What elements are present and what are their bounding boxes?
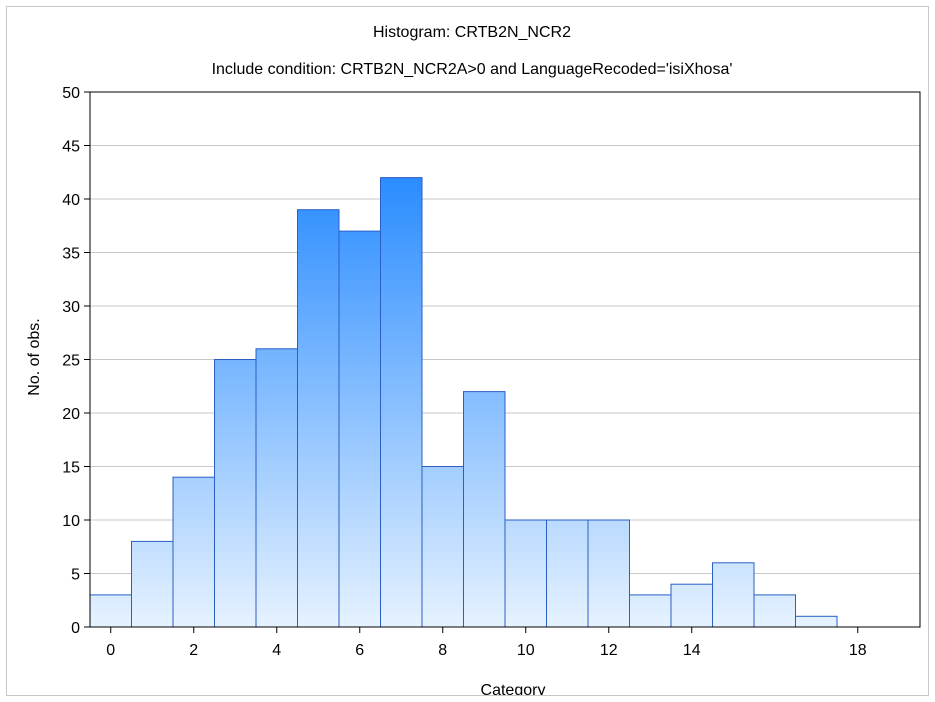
x-axis-ticks: 0 2 4 6 8 10 12 14 18 (106, 627, 867, 659)
histogram-bar (172, 476, 215, 628)
histogram-bar (89, 594, 132, 628)
histogram-bar (297, 209, 340, 628)
histogram-bar (753, 594, 796, 628)
y-tick-label: 35 (62, 246, 80, 263)
bars (89, 177, 838, 628)
x-axis-label: Category (481, 682, 546, 695)
histogram-bar (338, 230, 381, 628)
chart-title: Histogram: CRTB2N_NCR2 (373, 24, 571, 41)
x-tick-label: 12 (600, 642, 618, 659)
histogram-bar (587, 519, 630, 628)
chart-subtitle: Include condition: CRTB2N_NCR2A>0 and La… (212, 61, 733, 78)
histogram-bar (380, 177, 423, 628)
y-axis-label: No. of obs. (26, 318, 43, 395)
histogram-chart: Histogram: CRTB2N_NCR2 Include condition… (26, 24, 921, 695)
y-tick-label: 45 (62, 139, 80, 156)
histogram-bar (214, 359, 257, 628)
histogram-bar (795, 615, 838, 628)
x-tick-label: 4 (272, 642, 281, 659)
y-tick-label: 20 (62, 406, 80, 423)
y-tick-label: 25 (62, 353, 80, 370)
y-tick-label: 30 (62, 299, 80, 316)
x-tick-label: 0 (106, 642, 115, 659)
histogram-bar (421, 466, 464, 628)
histogram-bar (131, 540, 174, 628)
histogram-bar (712, 562, 755, 628)
y-tick-label: 5 (71, 567, 80, 584)
histogram-bar (504, 519, 547, 628)
histogram-bar (546, 519, 589, 628)
x-tick-label: 8 (438, 642, 447, 659)
x-tick-label: 2 (189, 642, 198, 659)
y-tick-label: 50 (62, 85, 80, 102)
chart-frame: Histogram: CRTB2N_NCR2 Include condition… (6, 6, 929, 696)
histogram-bar (629, 594, 672, 628)
y-tick-label: 15 (62, 460, 80, 477)
y-axis-ticks: 0 5 10 15 20 25 30 35 40 45 50 (62, 85, 90, 637)
x-tick-label: 18 (849, 642, 867, 659)
x-tick-label: 14 (683, 642, 701, 659)
histogram-bar (463, 391, 506, 628)
histogram-bar (255, 348, 298, 628)
y-tick-label: 10 (62, 513, 80, 530)
y-tick-label: 0 (71, 620, 80, 637)
histogram-bar (670, 583, 713, 628)
x-tick-label: 6 (355, 642, 364, 659)
x-tick-label: 10 (517, 642, 535, 659)
y-tick-label: 40 (62, 192, 80, 209)
